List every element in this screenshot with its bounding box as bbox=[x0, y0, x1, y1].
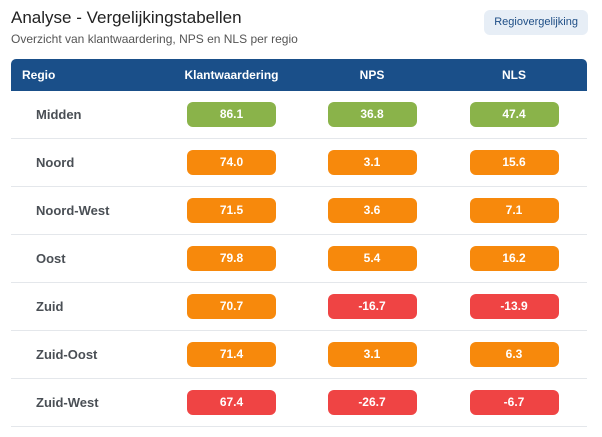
table-row[interactable]: Zuid 70.7 -16.7 -13.9 bbox=[11, 283, 587, 331]
klantwaardering-cell: 71.5 bbox=[160, 198, 303, 223]
nps-cell: -26.7 bbox=[303, 390, 441, 415]
region-name: Zuid-Oost bbox=[36, 347, 98, 362]
table-row[interactable]: Midden 86.1 36.8 47.4 bbox=[11, 91, 587, 139]
nls-value: 16.2 bbox=[469, 246, 559, 271]
region-name: Zuid-West bbox=[36, 395, 99, 410]
nps-value: 3.1 bbox=[327, 150, 417, 175]
klantwaardering-cell: 67.4 bbox=[160, 390, 303, 415]
table-row[interactable]: Noord-West 71.5 3.6 7.1 bbox=[11, 187, 587, 235]
klantwaardering-cell: 86.1 bbox=[160, 102, 303, 127]
table-row[interactable]: Zuid-West 67.4 -26.7 -6.7 bbox=[11, 379, 587, 427]
nls-value: 47.4 bbox=[469, 102, 559, 127]
nls-cell: 7.1 bbox=[441, 198, 587, 223]
nps-cell: 3.1 bbox=[303, 150, 441, 175]
region-name: Oost bbox=[36, 251, 66, 266]
nps-cell: 36.8 bbox=[303, 102, 441, 127]
nls-value: 7.1 bbox=[469, 198, 559, 223]
nls-cell: -13.9 bbox=[441, 294, 587, 319]
klantwaardering-cell: 74.0 bbox=[160, 150, 303, 175]
nls-cell: 47.4 bbox=[441, 102, 587, 127]
column-header-nls[interactable]: NLS bbox=[502, 68, 526, 82]
klantwaardering-cell: 70.7 bbox=[160, 294, 303, 319]
page-subtitle: Overzicht van klantwaardering, NPS en NL… bbox=[11, 32, 298, 46]
klantwaardering-value: 79.8 bbox=[187, 246, 276, 271]
regiovergelijking-badge[interactable]: Regiovergelijking bbox=[484, 10, 588, 35]
nps-value: 3.6 bbox=[327, 198, 417, 223]
nps-cell: -16.7 bbox=[303, 294, 441, 319]
nps-value: -26.7 bbox=[327, 390, 417, 415]
page-title: Analyse - Vergelijkingstabellen bbox=[11, 8, 242, 27]
page-header: Analyse - Vergelijkingstabellen Overzich… bbox=[11, 6, 591, 50]
nps-value: 3.1 bbox=[327, 342, 417, 367]
nps-value: -16.7 bbox=[327, 294, 417, 319]
klantwaardering-value: 70.7 bbox=[187, 294, 276, 319]
klantwaardering-value: 74.0 bbox=[187, 150, 276, 175]
nps-value: 36.8 bbox=[327, 102, 417, 127]
nls-value: 15.6 bbox=[469, 150, 559, 175]
klantwaardering-cell: 79.8 bbox=[160, 246, 303, 271]
nls-value: -13.9 bbox=[469, 294, 559, 319]
column-header-nps[interactable]: NPS bbox=[359, 68, 385, 82]
klantwaardering-cell: 71.4 bbox=[160, 342, 303, 367]
klantwaardering-value: 71.4 bbox=[187, 342, 276, 367]
region-name: Midden bbox=[36, 107, 82, 122]
nps-cell: 3.6 bbox=[303, 198, 441, 223]
region-name: Noord bbox=[36, 155, 75, 170]
table-body: Midden 86.1 36.8 47.4 Noord 74.0 3.1 15.6 Noord-… bbox=[11, 91, 587, 427]
nls-value: 6.3 bbox=[469, 342, 559, 367]
nps-value: 5.4 bbox=[327, 246, 417, 271]
klantwaardering-value: 71.5 bbox=[187, 198, 276, 223]
nls-cell: 15.6 bbox=[441, 150, 587, 175]
nls-cell: 16.2 bbox=[441, 246, 587, 271]
region-name: Zuid bbox=[36, 299, 64, 314]
klantwaardering-value: 67.4 bbox=[187, 390, 276, 415]
nls-cell: -6.7 bbox=[441, 390, 587, 415]
nls-cell: 6.3 bbox=[441, 342, 587, 367]
nps-cell: 3.1 bbox=[303, 342, 441, 367]
table-header: Regio Klantwaardering NPS NLS bbox=[11, 59, 587, 91]
comparison-table: Regio Klantwaardering NPS NLS Midden 86.1… bbox=[11, 59, 587, 427]
column-header-klantwaardering[interactable]: Klantwaardering bbox=[184, 68, 279, 82]
klantwaardering-value: 86.1 bbox=[187, 102, 276, 127]
table-row[interactable]: Noord 74.0 3.1 15.6 bbox=[11, 139, 587, 187]
region-name: Noord-West bbox=[36, 203, 110, 218]
table-row[interactable]: Oost 79.8 5.4 16.2 bbox=[11, 235, 587, 283]
table-row[interactable]: Zuid-Oost 71.4 3.1 6.3 bbox=[11, 331, 587, 379]
nps-cell: 5.4 bbox=[303, 246, 441, 271]
column-header-regio[interactable]: Regio bbox=[22, 68, 56, 82]
nls-value: -6.7 bbox=[469, 390, 559, 415]
